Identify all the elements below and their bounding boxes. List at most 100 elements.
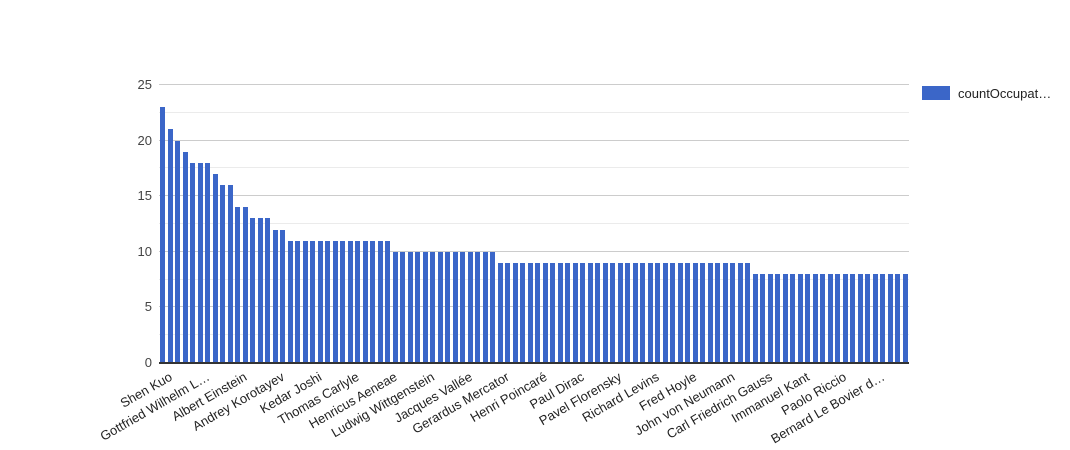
bar[interactable] (332, 240, 338, 363)
bar[interactable] (167, 129, 173, 363)
bar[interactable] (287, 240, 293, 363)
bar[interactable] (467, 251, 473, 363)
bar[interactable] (707, 262, 713, 363)
bar[interactable] (340, 240, 346, 363)
bar[interactable] (235, 207, 241, 363)
bar[interactable] (595, 262, 601, 363)
bar[interactable] (730, 262, 736, 363)
bar[interactable] (662, 262, 668, 363)
bar[interactable] (482, 251, 488, 363)
bar[interactable] (767, 274, 773, 363)
bar[interactable] (490, 251, 496, 363)
bar[interactable] (407, 251, 413, 363)
bar[interactable] (205, 162, 211, 363)
bar[interactable] (880, 274, 886, 363)
bar[interactable] (505, 262, 511, 363)
bar[interactable] (430, 251, 436, 363)
bar[interactable] (295, 240, 301, 363)
bar[interactable] (520, 262, 526, 363)
bar[interactable] (212, 173, 218, 363)
bar[interactable] (280, 229, 286, 363)
bar[interactable] (640, 262, 646, 363)
bar[interactable] (827, 274, 833, 363)
bar[interactable] (257, 218, 263, 363)
bar[interactable] (242, 207, 248, 363)
bar[interactable] (182, 151, 188, 363)
bar[interactable] (587, 262, 593, 363)
bar[interactable] (872, 274, 878, 363)
bar[interactable] (220, 185, 226, 363)
bar[interactable] (497, 262, 503, 363)
bar[interactable] (610, 262, 616, 363)
bar[interactable] (865, 274, 871, 363)
bar[interactable] (617, 262, 623, 363)
bar[interactable] (542, 262, 548, 363)
bar[interactable] (670, 262, 676, 363)
bar[interactable] (250, 218, 256, 363)
bar[interactable] (775, 274, 781, 363)
bar[interactable] (737, 262, 743, 363)
bar[interactable] (175, 140, 181, 363)
bar[interactable] (377, 240, 383, 363)
bar[interactable] (850, 274, 856, 363)
bar[interactable] (415, 251, 421, 363)
bar[interactable] (460, 251, 466, 363)
bar[interactable] (392, 251, 398, 363)
bar[interactable] (362, 240, 368, 363)
bar[interactable] (647, 262, 653, 363)
bar[interactable] (790, 274, 796, 363)
bar[interactable] (580, 262, 586, 363)
bar[interactable] (805, 274, 811, 363)
bar[interactable] (602, 262, 608, 363)
bar[interactable] (857, 274, 863, 363)
bar[interactable] (677, 262, 683, 363)
bar[interactable] (227, 185, 233, 363)
bar[interactable] (625, 262, 631, 363)
bar[interactable] (445, 251, 451, 363)
bar[interactable] (835, 274, 841, 363)
bar[interactable] (812, 274, 818, 363)
bar[interactable] (190, 162, 196, 363)
bar[interactable] (895, 274, 901, 363)
bar[interactable] (842, 274, 848, 363)
bar[interactable] (310, 240, 316, 363)
bar[interactable] (475, 251, 481, 363)
bar[interactable] (715, 262, 721, 363)
bar[interactable] (820, 274, 826, 363)
bar[interactable] (722, 262, 728, 363)
bar[interactable] (512, 262, 518, 363)
bar[interactable] (632, 262, 638, 363)
bar[interactable] (347, 240, 353, 363)
bar[interactable] (317, 240, 323, 363)
bar[interactable] (557, 262, 563, 363)
bar[interactable] (370, 240, 376, 363)
bar[interactable] (700, 262, 706, 363)
bar[interactable] (752, 274, 758, 363)
bar[interactable] (655, 262, 661, 363)
bar[interactable] (760, 274, 766, 363)
bar[interactable] (685, 262, 691, 363)
bar[interactable] (197, 162, 203, 363)
bar[interactable] (302, 240, 308, 363)
bar[interactable] (692, 262, 698, 363)
bar[interactable] (745, 262, 751, 363)
bar[interactable] (437, 251, 443, 363)
bar[interactable] (535, 262, 541, 363)
bar[interactable] (325, 240, 331, 363)
bar[interactable] (782, 274, 788, 363)
bar[interactable] (887, 274, 893, 363)
bar[interactable] (550, 262, 556, 363)
bar[interactable] (385, 240, 391, 363)
bar[interactable] (422, 251, 428, 363)
bar[interactable] (565, 262, 571, 363)
bar[interactable] (400, 251, 406, 363)
bar[interactable] (797, 274, 803, 363)
bar[interactable] (272, 229, 278, 363)
bar[interactable] (902, 274, 908, 363)
bar[interactable] (452, 251, 458, 363)
bar[interactable] (527, 262, 533, 363)
bar[interactable] (265, 218, 271, 363)
bar[interactable] (160, 107, 166, 363)
bar[interactable] (572, 262, 578, 363)
bar[interactable] (355, 240, 361, 363)
